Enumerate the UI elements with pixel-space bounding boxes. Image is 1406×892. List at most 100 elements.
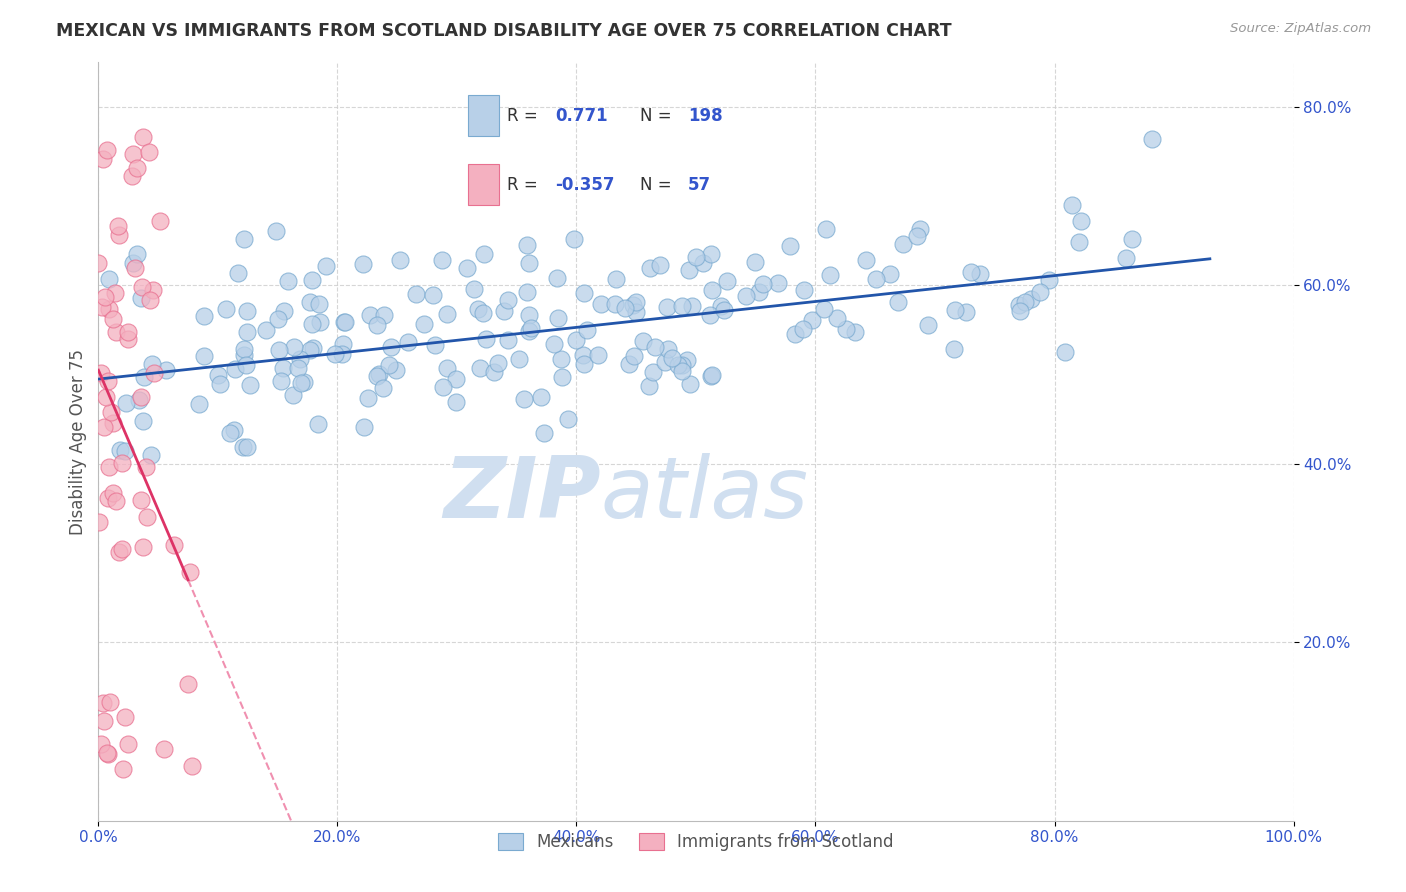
Text: atlas: atlas <box>600 453 808 536</box>
Point <box>700 247 723 261</box>
Point <box>132 130 155 145</box>
Point <box>302 342 325 356</box>
Point <box>496 293 519 308</box>
Point <box>218 425 240 440</box>
Point <box>98 695 121 709</box>
Point <box>700 283 723 297</box>
Point <box>496 333 519 347</box>
Point <box>105 325 128 339</box>
Point <box>87 255 110 269</box>
Point <box>388 253 411 268</box>
Point <box>236 325 259 339</box>
Point <box>366 318 388 332</box>
Point <box>97 374 120 388</box>
Point <box>152 742 174 756</box>
Point <box>290 352 312 367</box>
Point <box>1070 213 1092 227</box>
Point <box>492 304 515 318</box>
Point <box>114 710 136 724</box>
Point <box>638 260 661 275</box>
Point <box>591 296 613 310</box>
Point <box>855 252 877 267</box>
Point <box>373 308 395 322</box>
Point <box>713 303 735 318</box>
Point <box>543 336 565 351</box>
Point <box>586 348 609 362</box>
Point <box>125 247 148 261</box>
Point <box>517 256 540 270</box>
Point <box>827 311 849 326</box>
Point <box>467 301 489 316</box>
Point <box>643 365 665 379</box>
Point <box>735 288 758 302</box>
Point <box>533 425 555 440</box>
Point <box>678 263 700 277</box>
Point <box>474 332 496 346</box>
Point <box>472 247 495 261</box>
Point <box>235 440 257 454</box>
Point <box>177 677 200 691</box>
Point <box>139 293 162 308</box>
Point <box>353 419 375 434</box>
Point <box>550 351 572 366</box>
Point <box>557 411 579 425</box>
Point <box>657 342 679 356</box>
Point <box>281 388 304 402</box>
Point <box>752 277 775 291</box>
Point <box>564 333 586 347</box>
Point <box>117 325 139 339</box>
Point <box>330 347 353 361</box>
Text: Source: ZipAtlas.com: Source: ZipAtlas.com <box>1230 22 1371 36</box>
Point <box>468 361 491 376</box>
Point <box>650 258 672 272</box>
Point <box>299 295 322 310</box>
Point <box>865 271 887 285</box>
Point <box>93 419 115 434</box>
Point <box>517 309 540 323</box>
Point <box>572 348 595 362</box>
Point <box>472 305 495 319</box>
Point <box>235 358 257 372</box>
Point <box>139 448 162 462</box>
Point <box>228 266 250 280</box>
Point <box>446 371 468 385</box>
Point <box>644 340 666 354</box>
Point <box>239 377 262 392</box>
Point <box>188 397 211 411</box>
Point <box>814 222 837 236</box>
Point <box>91 301 114 315</box>
Point <box>1038 273 1060 287</box>
Point <box>96 491 118 506</box>
Point <box>572 357 595 371</box>
Point <box>516 237 538 252</box>
Point <box>661 351 683 365</box>
Point <box>224 362 246 376</box>
Point <box>666 359 689 373</box>
Point <box>179 566 201 580</box>
Point <box>301 317 323 331</box>
Point <box>671 364 693 378</box>
Point <box>193 349 215 363</box>
Point <box>699 308 721 322</box>
Point <box>207 368 229 383</box>
Point <box>100 405 122 419</box>
Point <box>132 540 155 554</box>
Point <box>104 285 127 300</box>
Point <box>91 152 114 166</box>
Point <box>90 366 112 380</box>
Point <box>215 301 238 316</box>
Point <box>138 145 160 160</box>
Point <box>710 299 733 313</box>
Point <box>122 147 145 161</box>
Point <box>562 232 585 246</box>
Point <box>385 362 408 376</box>
Point <box>700 368 723 383</box>
Point <box>91 696 114 710</box>
Point <box>891 237 914 252</box>
Point <box>357 391 380 405</box>
Point <box>208 376 231 391</box>
Point <box>93 714 115 729</box>
Point <box>315 260 337 274</box>
Point <box>551 369 574 384</box>
Point <box>114 396 136 410</box>
